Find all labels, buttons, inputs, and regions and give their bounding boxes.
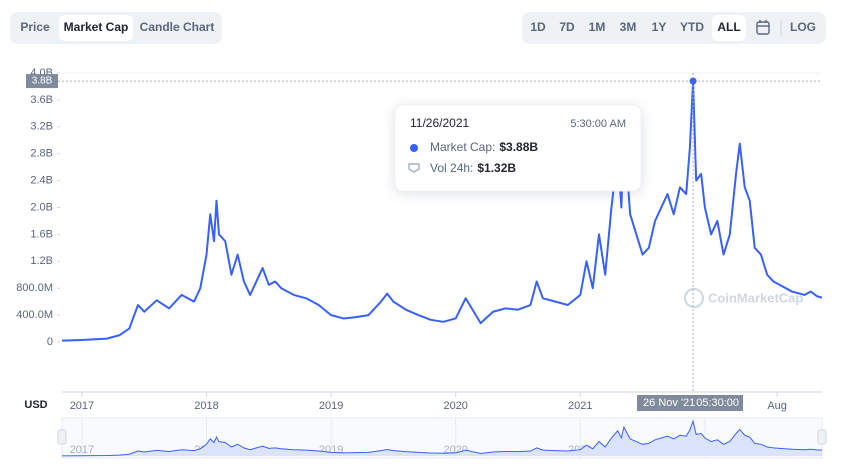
range-button[interactable]: ALL: [717, 20, 740, 34]
log-toggle[interactable]: LOG: [790, 20, 816, 34]
y-tick-label: 2.8B: [30, 148, 53, 160]
crosshair-y-label-bg: [26, 74, 58, 89]
watermark-text: CoinMarketCap: [708, 290, 803, 305]
watermark: CoinMarketCap: [684, 288, 803, 308]
tooltip-value: $3.88B: [499, 140, 538, 154]
range-button[interactable]: 1D: [530, 20, 546, 34]
x-tick-label: 2021: [568, 400, 592, 412]
x-tick-label: Aug: [767, 400, 787, 412]
y-tick-label: 0: [47, 336, 53, 348]
tooltip-vol-icon: [408, 163, 420, 173]
y-tick-label: 800.0M: [16, 282, 53, 294]
range-button[interactable]: YTD: [680, 20, 704, 34]
tab-active-bg: [59, 15, 133, 41]
crosshair-x-time: 05:30:00: [696, 397, 739, 409]
y-tick-label: 2.0B: [30, 201, 53, 213]
series-line: [61, 80, 823, 342]
navigator-tick-label: 2017: [70, 444, 94, 456]
y-tick-label: 3.2B: [30, 121, 53, 133]
crosshair-y-label: 3.8B: [32, 76, 53, 87]
x-tick-label: 2019: [319, 400, 343, 412]
calendar-icon[interactable]: [756, 20, 770, 35]
navigator-area: [62, 421, 822, 456]
crosshair-x-date: 26 Nov '21: [643, 397, 695, 409]
range-button[interactable]: 7D: [559, 20, 575, 34]
range-button[interactable]: 1Y: [652, 20, 667, 34]
tooltip-time: 5:30:00 AM: [570, 118, 626, 130]
range-button[interactable]: 3M: [620, 20, 637, 34]
x-tick-label: 2020: [443, 400, 467, 412]
range-group: [522, 12, 826, 44]
y-tick-label: 1.6B: [30, 228, 53, 240]
y-tick-label: 3.6B: [30, 94, 53, 106]
tab[interactable]: Market Cap: [64, 20, 129, 34]
tooltip-label: Vol 24h:: [430, 161, 473, 175]
x-tick-label: 2018: [194, 400, 218, 412]
tab[interactable]: Price: [20, 20, 50, 34]
y-tick-label: 2.4B: [30, 175, 53, 187]
navigator-handle[interactable]: [57, 429, 67, 445]
tooltip-label: Market Cap:: [430, 140, 495, 154]
tab[interactable]: Candle Chart: [140, 20, 215, 34]
hover-point: [689, 77, 697, 85]
range-active-bg: [712, 15, 746, 41]
navigator-line: [61, 419, 823, 457]
tooltip-date: 11/26/2021: [410, 116, 469, 130]
range-button[interactable]: 1M: [589, 20, 606, 34]
y-tick-label: 1.2B: [30, 255, 53, 267]
y-tick-label: 400.0M: [16, 309, 53, 321]
crosshair-x-label-bg: [637, 395, 744, 411]
currency-label: USD: [24, 399, 47, 411]
tooltip-marker: [410, 144, 418, 152]
x-tick-label: 2017: [70, 400, 94, 412]
tooltip-value: $1.32B: [477, 161, 516, 175]
navigator-handle[interactable]: [817, 429, 827, 445]
tooltip: [394, 104, 642, 192]
